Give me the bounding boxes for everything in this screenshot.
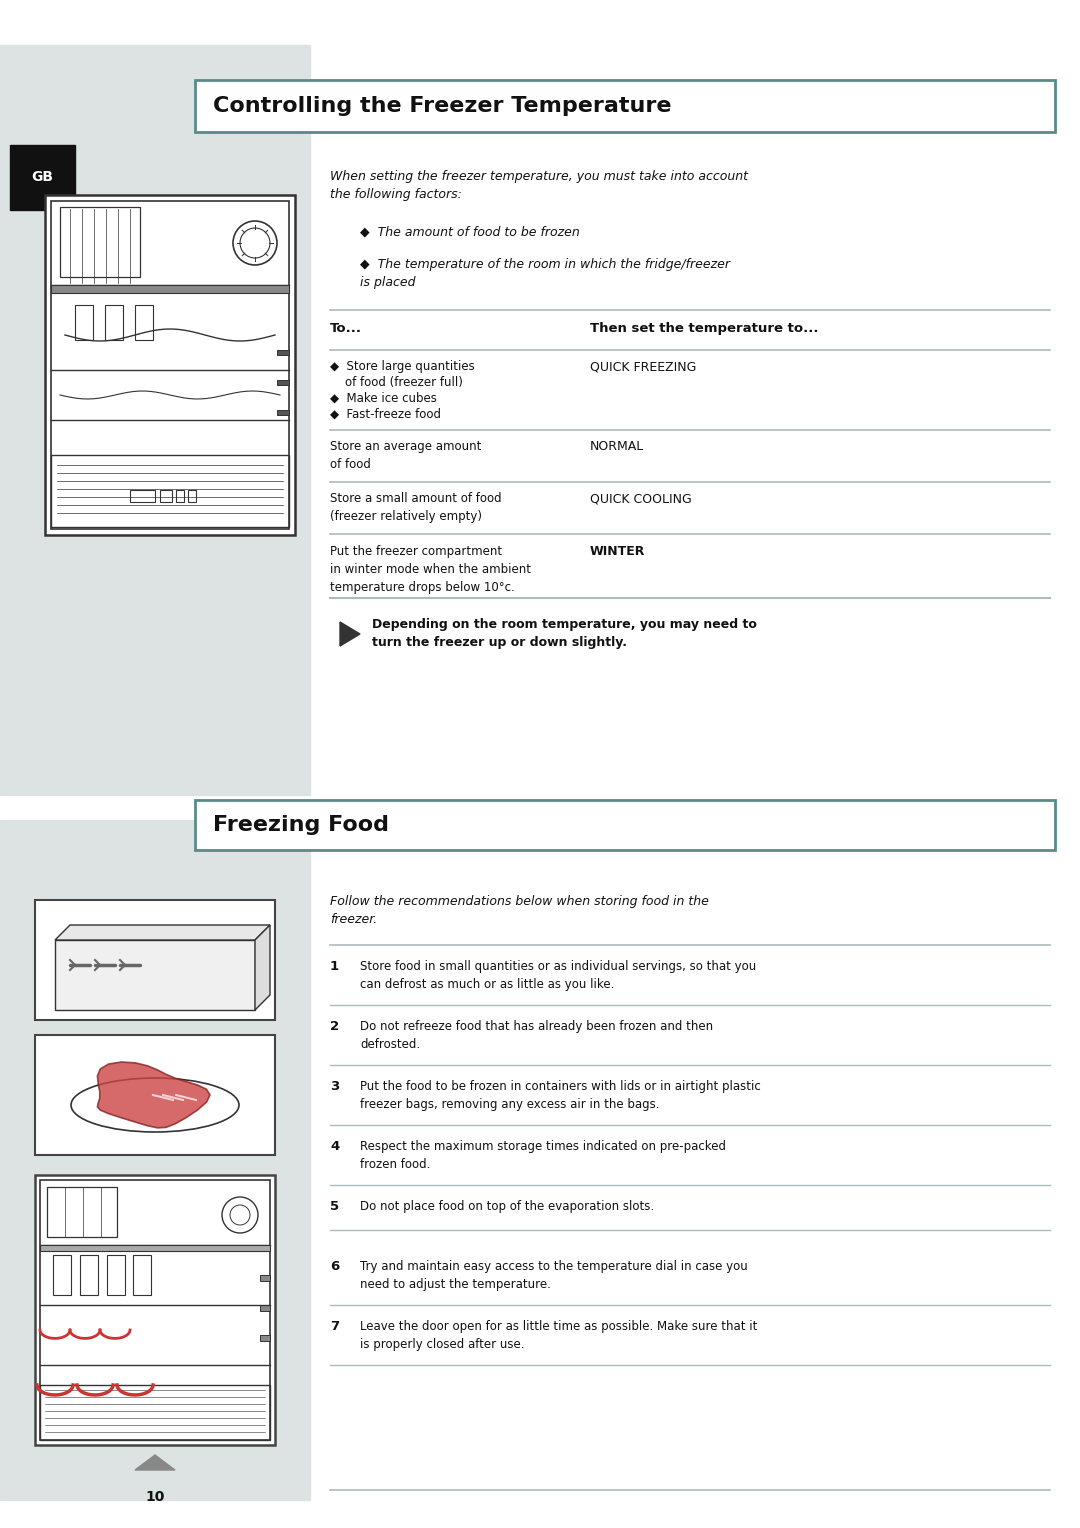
Bar	[35, 1034, 275, 1155]
Bar	[55, 940, 255, 1010]
Bar	[51, 202, 289, 529]
Text: Put the food to be frozen in containers with lids or in airtight plastic
freezer: Put the food to be frozen in containers …	[360, 1080, 760, 1111]
Bar	[176, 490, 184, 503]
Bar	[133, 1254, 151, 1296]
Text: GB: GB	[31, 170, 53, 183]
Text: ◆  The temperature of the room in which the fridge/freezer
is placed: ◆ The temperature of the room in which t…	[360, 258, 730, 289]
Text: 6: 6	[330, 1261, 339, 1273]
Text: 7: 7	[330, 1320, 339, 1332]
Text: Store an average amount
of food: Store an average amount of food	[330, 440, 482, 471]
Bar	[260, 1274, 270, 1280]
Text: Do not refreeze food that has already been frozen and then
defrosted.: Do not refreeze food that has already be…	[360, 1021, 713, 1051]
Text: Follow the recommendations below when storing food in the
freezer.: Follow the recommendations below when st…	[330, 895, 708, 926]
Bar	[48, 1187, 117, 1238]
Text: ◆  The amount of food to be frozen: ◆ The amount of food to be frozen	[360, 225, 580, 238]
Text: To...: To...	[330, 322, 362, 335]
Bar	[276, 410, 289, 416]
Bar	[51, 455, 289, 527]
Text: Freezing Food: Freezing Food	[213, 814, 389, 834]
Bar	[75, 306, 93, 341]
Bar	[195, 801, 1055, 850]
Bar	[40, 1180, 270, 1439]
Bar	[135, 306, 153, 341]
Bar	[160, 490, 172, 503]
Polygon shape	[97, 1062, 210, 1128]
Bar	[35, 900, 275, 1021]
Text: 3: 3	[330, 1080, 339, 1093]
Text: Depending on the room temperature, you may need to
turn the freezer up or down s: Depending on the room temperature, you m…	[372, 617, 757, 649]
Bar	[40, 1245, 270, 1251]
Text: ◆  Make ice cubes: ◆ Make ice cubes	[330, 393, 437, 405]
Text: WINTER: WINTER	[590, 545, 646, 558]
Bar	[107, 1254, 125, 1296]
Bar	[45, 196, 295, 535]
Bar	[195, 79, 1055, 131]
Text: of food (freezer full): of food (freezer full)	[330, 376, 463, 390]
Bar	[260, 1305, 270, 1311]
Bar	[60, 206, 140, 277]
Bar	[260, 1335, 270, 1342]
Bar	[80, 1254, 98, 1296]
Bar	[10, 145, 75, 209]
Bar	[0, 821, 310, 1500]
Polygon shape	[55, 924, 270, 940]
Polygon shape	[255, 924, 270, 1010]
Text: Put the freezer compartment
in winter mode when the ambient
temperature drops be: Put the freezer compartment in winter mo…	[330, 545, 531, 594]
Text: 2: 2	[330, 1021, 339, 1033]
Text: ◆  Fast-freeze food: ◆ Fast-freeze food	[330, 408, 441, 422]
Text: Do not place food on top of the evaporation slots.: Do not place food on top of the evaporat…	[360, 1199, 654, 1213]
Text: 1: 1	[330, 960, 339, 973]
Text: 5: 5	[330, 1199, 339, 1213]
Bar	[276, 350, 289, 354]
Text: Controlling the Freezer Temperature: Controlling the Freezer Temperature	[213, 96, 672, 116]
Bar	[40, 1384, 270, 1439]
Text: 10: 10	[146, 1490, 164, 1504]
Text: Try and maintain easy access to the temperature dial in case you
need to adjust : Try and maintain easy access to the temp…	[360, 1261, 747, 1291]
Bar	[105, 306, 123, 341]
Text: When setting the freezer temperature, you must take into account
the following f: When setting the freezer temperature, yo…	[330, 170, 748, 202]
Text: QUICK FREEZING: QUICK FREEZING	[590, 361, 697, 373]
Text: NORMAL: NORMAL	[590, 440, 645, 452]
Bar	[0, 44, 310, 795]
Bar	[188, 490, 195, 503]
Polygon shape	[340, 622, 360, 646]
Bar	[53, 1254, 71, 1296]
Text: Respect the maximum storage times indicated on pre-packed
frozen food.: Respect the maximum storage times indica…	[360, 1140, 726, 1170]
Bar	[130, 490, 156, 503]
Bar	[51, 286, 289, 293]
Text: 4: 4	[330, 1140, 339, 1154]
Text: Leave the door open for as little time as possible. Make sure that it
is properl: Leave the door open for as little time a…	[360, 1320, 757, 1351]
Text: QUICK COOLING: QUICK COOLING	[590, 492, 692, 504]
Polygon shape	[135, 1455, 175, 1470]
Text: ◆  Store large quantities: ◆ Store large quantities	[330, 361, 475, 373]
Text: Then set the temperature to...: Then set the temperature to...	[590, 322, 819, 335]
Text: Store a small amount of food
(freezer relatively empty): Store a small amount of food (freezer re…	[330, 492, 501, 523]
Bar	[35, 1175, 275, 1445]
Bar	[276, 380, 289, 385]
Text: Store food in small quantities or as individual servings, so that you
can defros: Store food in small quantities or as ind…	[360, 960, 756, 992]
